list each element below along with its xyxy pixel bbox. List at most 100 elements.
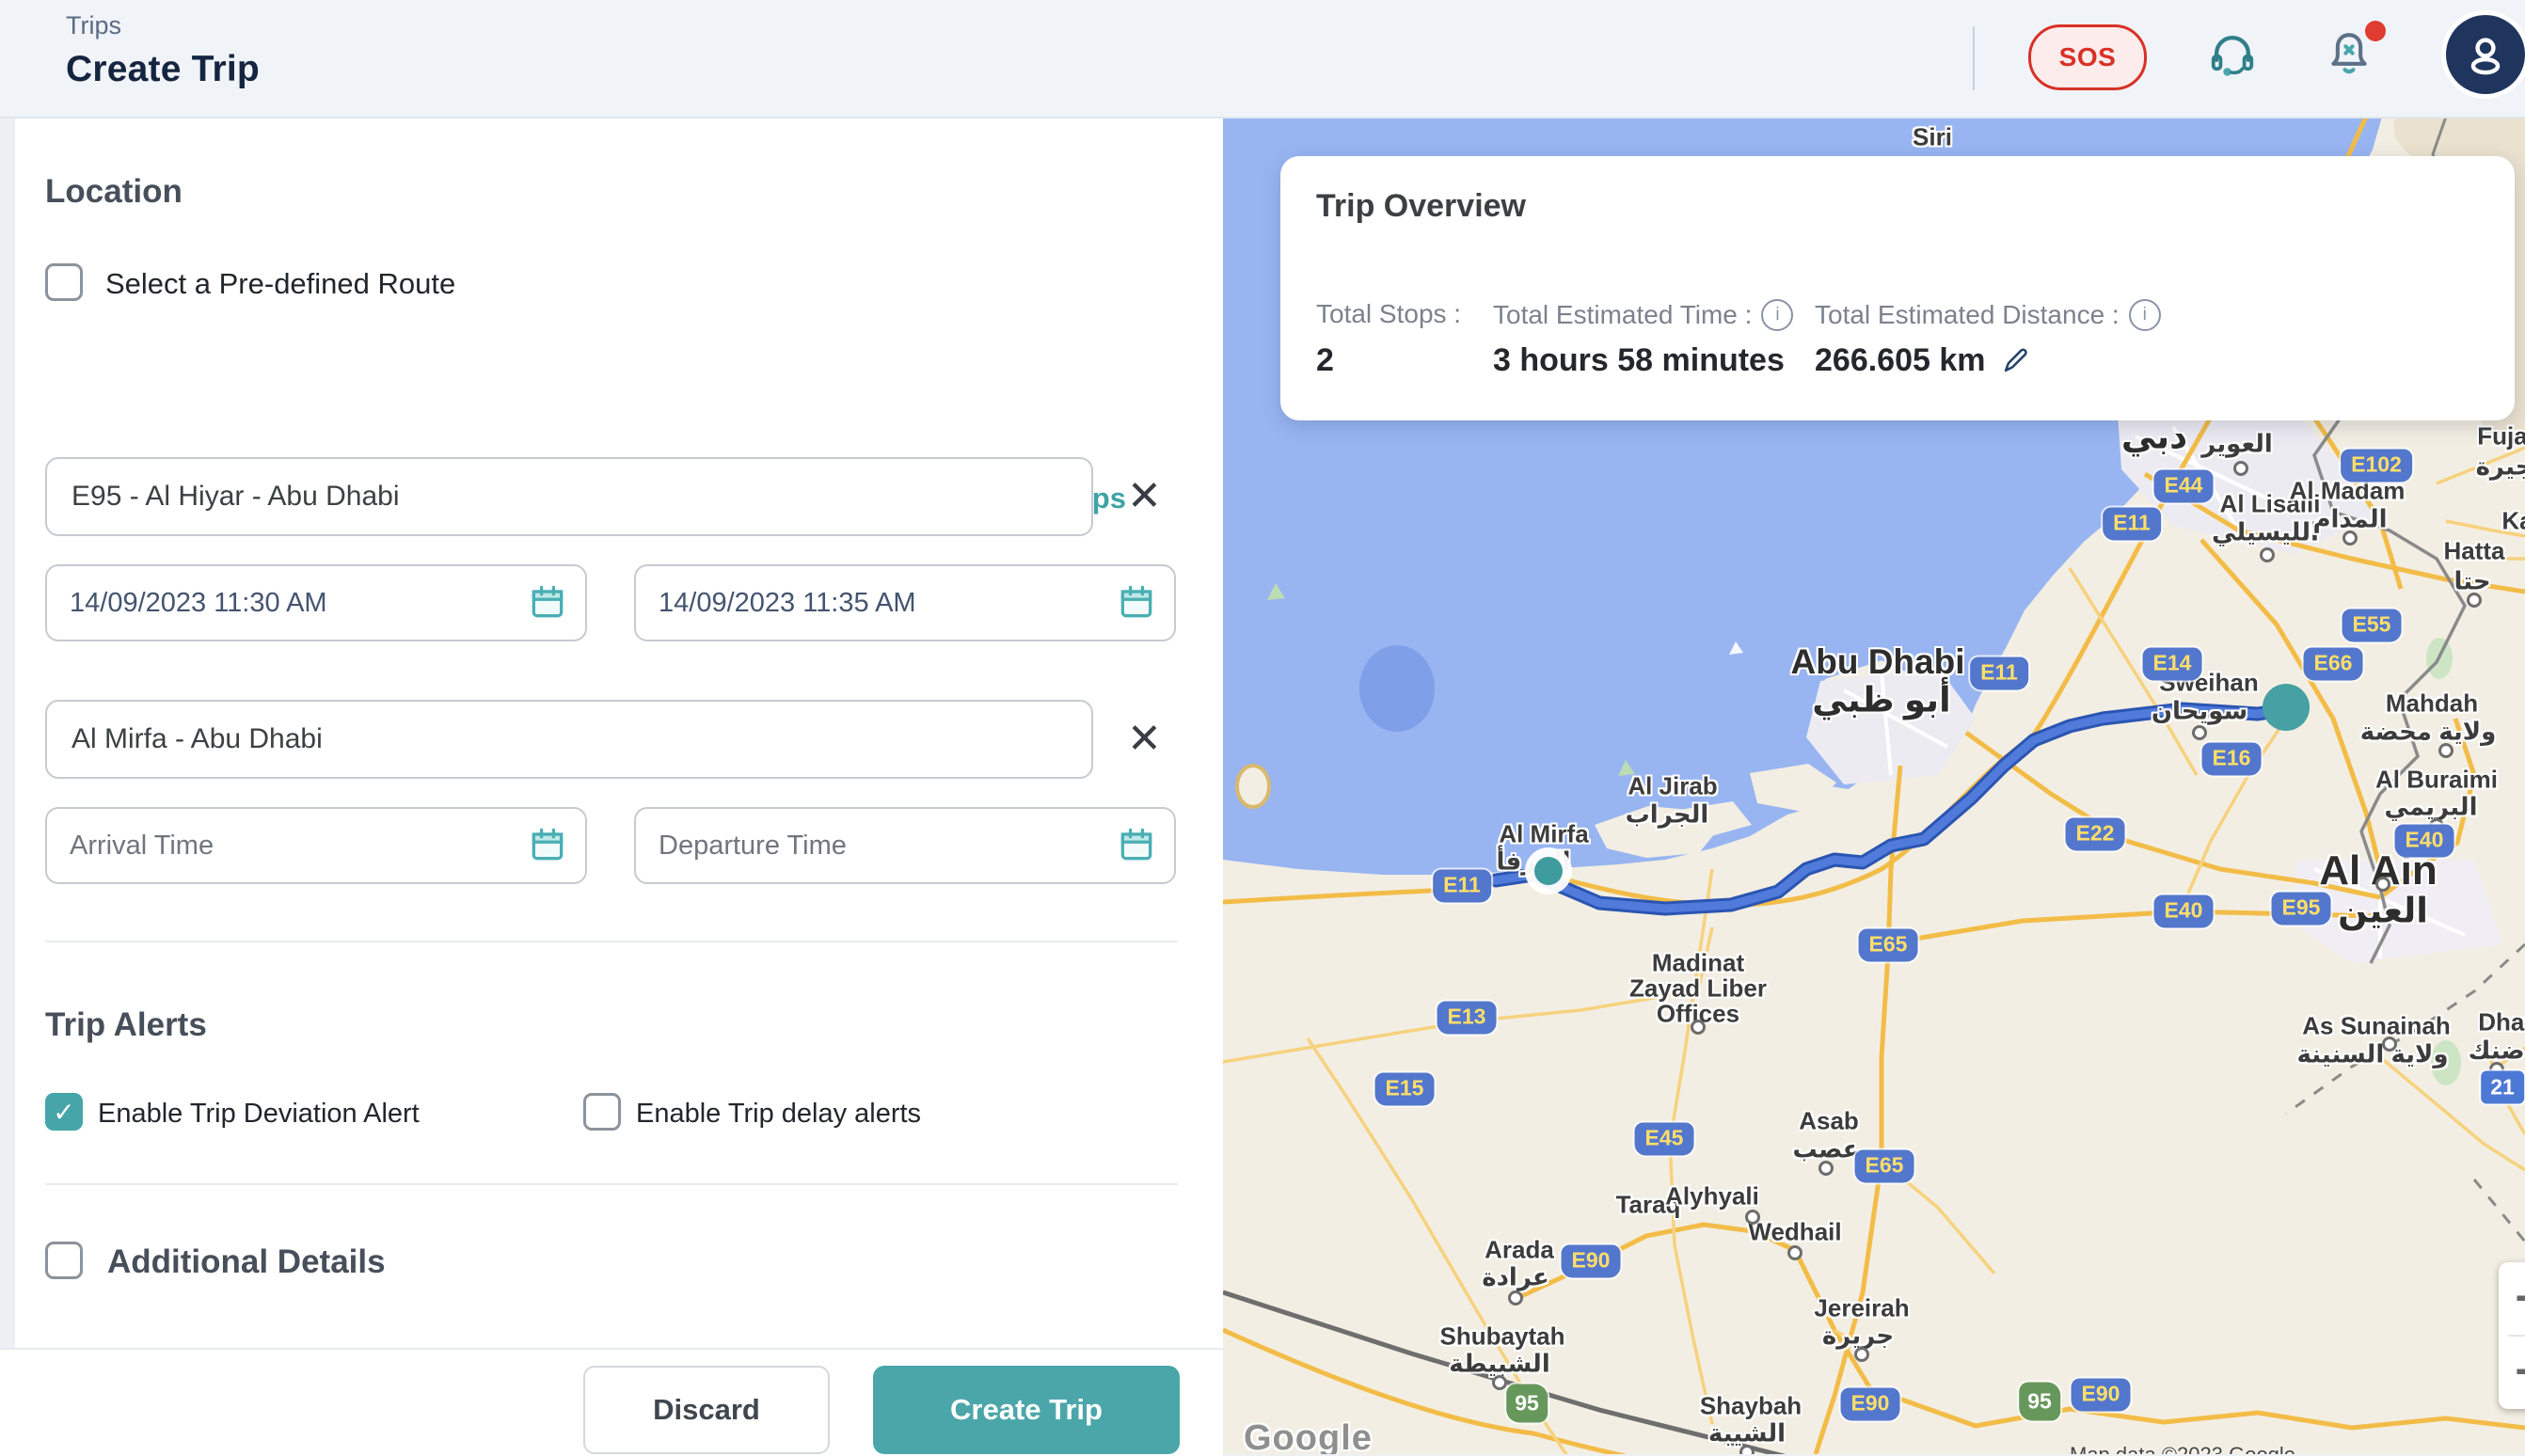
road-badge: E55: [2342, 609, 2402, 642]
map-place-dot: [2467, 593, 2482, 608]
stop2-remove-icon[interactable]: ✕: [1127, 716, 1162, 762]
map-place-label: Abu Dhabi: [1790, 642, 1965, 681]
zoom-out-button[interactable]: −: [2499, 1336, 2525, 1407]
road-badge: E11: [2103, 507, 2161, 541]
map-place-dot: [1492, 1375, 1507, 1390]
estimated-distance-text: 266.605 km: [1815, 342, 1986, 378]
stop1-arrival-input[interactable]: [45, 564, 587, 641]
map-place-label: As Sunainah: [2302, 1011, 2451, 1040]
map-zoom-control: + −: [2499, 1262, 2525, 1409]
map-place-dot: [2260, 547, 2275, 562]
map-canvas[interactable]: Siri دبي العوير Al Lisaili الليسيلي Al Madam ا…: [1223, 117, 2525, 1454]
estimated-time-value: 3 hours 58 minutes: [1493, 342, 1785, 378]
map-place-dot: [1508, 1290, 1523, 1306]
map-attribution: Map data ©2023 Google: [2070, 1443, 2295, 1454]
stop1-arrival-field[interactable]: [45, 564, 587, 641]
location-heading: Location: [45, 173, 183, 210]
map-place-label: المدام: [2312, 504, 2388, 533]
map-place-dot: [2192, 725, 2207, 740]
stop1-departure-field[interactable]: [634, 564, 1176, 641]
map-place-label: Alyhyali: [1665, 1181, 1759, 1211]
stop1-remove-icon[interactable]: ✕: [1127, 473, 1162, 519]
info-icon[interactable]: i: [2128, 299, 2161, 331]
map-place-label: Dhank: [2478, 1007, 2525, 1037]
breadcrumb[interactable]: Trips: [66, 11, 121, 40]
additional-details-label[interactable]: Additional Details: [107, 1243, 386, 1280]
road-badge: E65: [1854, 1149, 1914, 1183]
map-place-label: Wedhail: [1748, 1217, 1842, 1246]
user-avatar[interactable]: [2446, 15, 2525, 94]
stop2-departure-field[interactable]: [634, 807, 1176, 884]
road-badge: E16: [2201, 742, 2262, 776]
calendar-icon[interactable]: [1116, 581, 1157, 623]
edit-distance-pencil-icon[interactable]: [1999, 345, 2031, 377]
predefined-route-checkbox[interactable]: [45, 263, 83, 301]
stop2-departure-input[interactable]: [634, 807, 1176, 884]
map-place-dot: [1739, 1445, 1755, 1454]
deviation-alert-checkbox[interactable]: ✓: [45, 1093, 83, 1131]
road-badge: E65: [1858, 928, 1918, 962]
map-place-label: ولاية محضة: [2359, 717, 2497, 746]
stop1-location-input[interactable]: [45, 457, 1093, 536]
stop2-location-input[interactable]: [45, 700, 1093, 779]
section-divider: [45, 1183, 1178, 1185]
total-stops-label-text: Total Stops :: [1316, 299, 1462, 328]
create-trip-form: Location Select a Pre-defined Route Stop…: [15, 117, 1223, 1454]
map-place-label: Ka: [2501, 506, 2525, 535]
calendar-icon[interactable]: [1116, 824, 1157, 865]
create-trip-button[interactable]: Create Trip: [873, 1366, 1180, 1454]
estimated-distance-value: 266.605 km: [1815, 342, 2031, 379]
map-place-label: الشيبة: [1707, 1418, 1787, 1448]
map-place-dot: [2375, 877, 2390, 892]
notification-bell-icon[interactable]: [2324, 21, 2386, 79]
map-place-label: Al Mirfa: [1499, 819, 1589, 848]
map-place-label: عرادة: [1482, 1262, 1549, 1291]
stop2-arrival-input[interactable]: [45, 807, 587, 884]
deviation-alert-label[interactable]: Enable Trip Deviation Alert: [98, 1099, 420, 1129]
map-place-label: أبو ظبي: [1812, 680, 1951, 720]
map-place-label: Siri: [1913, 122, 1952, 151]
map-place-dot: [1818, 1161, 1834, 1176]
calendar-icon[interactable]: [527, 581, 568, 623]
header-divider: [1973, 26, 1975, 90]
support-headset-icon[interactable]: [2207, 28, 2258, 79]
notification-badge-dot: [2365, 21, 2386, 41]
road-badge: 95: [1506, 1384, 1548, 1423]
discard-button[interactable]: Discard: [583, 1366, 830, 1454]
route-start-marker[interactable]: [1534, 857, 1563, 885]
map-place-label: الجراب: [1625, 799, 1709, 829]
map-place-label: Jereirah: [1814, 1293, 1910, 1322]
map-place-dot: [1854, 1347, 1869, 1362]
map-place-label: سويحان: [2151, 696, 2248, 725]
zoom-in-button[interactable]: +: [2499, 1262, 2525, 1334]
map-place-dot: [2438, 743, 2454, 758]
road-badge: E90: [1561, 1244, 1621, 1278]
map-place-label: الشبيطة: [1449, 1349, 1550, 1378]
stop1-departure-input[interactable]: [634, 564, 1176, 641]
map-place-dot: [1745, 1210, 1760, 1225]
road-badge: E95: [2271, 892, 2331, 926]
route-end-marker[interactable]: [2263, 684, 2310, 731]
road-badge: E15: [1374, 1072, 1435, 1106]
predefined-route-label[interactable]: Select a Pre-defined Route: [105, 267, 456, 300]
map-place-label: Zayad Liber: [1629, 973, 1767, 1003]
total-stops-value: 2: [1316, 342, 1334, 378]
additional-details-checkbox[interactable]: [45, 1242, 83, 1279]
section-divider: [45, 941, 1178, 942]
stop2-arrival-field[interactable]: [45, 807, 587, 884]
map-place-dot: [2342, 530, 2358, 546]
delay-alert-label[interactable]: Enable Trip delay alerts: [636, 1099, 922, 1129]
sos-button[interactable]: SOS: [2028, 24, 2147, 90]
form-footer: Discard Create Trip: [0, 1348, 1223, 1456]
road-badge: 95: [2019, 1382, 2060, 1421]
map-place-label: ولاية السنينة: [2296, 1039, 2449, 1068]
info-icon[interactable]: i: [1761, 299, 1794, 331]
map-place-dot: [2233, 461, 2248, 476]
page-title: Create Trip: [66, 49, 260, 89]
calendar-icon[interactable]: [527, 824, 568, 865]
road-badge: E44: [2153, 469, 2214, 503]
delay-alert-checkbox[interactable]: [583, 1093, 621, 1131]
map-place-label: Asab: [1799, 1106, 1859, 1135]
map-place-label: جريرة: [1821, 1321, 1895, 1350]
estimated-time-label: Total Estimated Time : i: [1493, 299, 1794, 331]
